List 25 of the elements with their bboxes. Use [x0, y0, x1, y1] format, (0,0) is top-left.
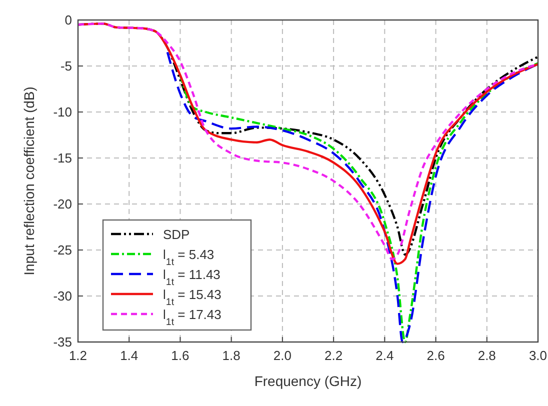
y-tick-label: 0: [64, 12, 72, 28]
x-tick-label: 3.0: [528, 348, 548, 363]
y-tick-label: -30: [53, 288, 72, 304]
x-tick-label: 1.6: [171, 348, 190, 363]
y-tick-label: -5: [60, 58, 72, 74]
legend-label: l$_{1t}$ = 17.43: [163, 307, 222, 328]
legend-label: SDP: [163, 227, 190, 242]
x-tick-label: 1.4: [120, 348, 138, 363]
x-tick-label: 2.2: [324, 348, 343, 363]
y-tick-label: -35: [53, 334, 72, 350]
y-tick-label: -15: [53, 150, 72, 166]
legend-label: l$_{1t}$ = 5.43: [163, 247, 214, 268]
y-tick-label: -20: [53, 196, 72, 212]
x-tick-label: 1.2: [68, 348, 88, 363]
legend-label: l$_{1t}$ = 15.43: [163, 287, 222, 308]
y-axis-title: Input reflection coefficient (dB): [21, 86, 37, 276]
x-tick-label: 2.0: [273, 348, 292, 363]
y-tick-label: -10: [53, 104, 72, 120]
y-tick-label: -25: [53, 242, 72, 258]
x-tick-label: 2.8: [478, 348, 496, 363]
x-axis-title: Frequency (GHz): [254, 373, 362, 389]
x-tick-label: 2.4: [376, 348, 394, 363]
legend-label: l$_{1t}$ = 11.43: [163, 267, 220, 288]
x-tick-label: 2.6: [426, 348, 445, 363]
x-tick-label: 1.8: [222, 348, 240, 363]
